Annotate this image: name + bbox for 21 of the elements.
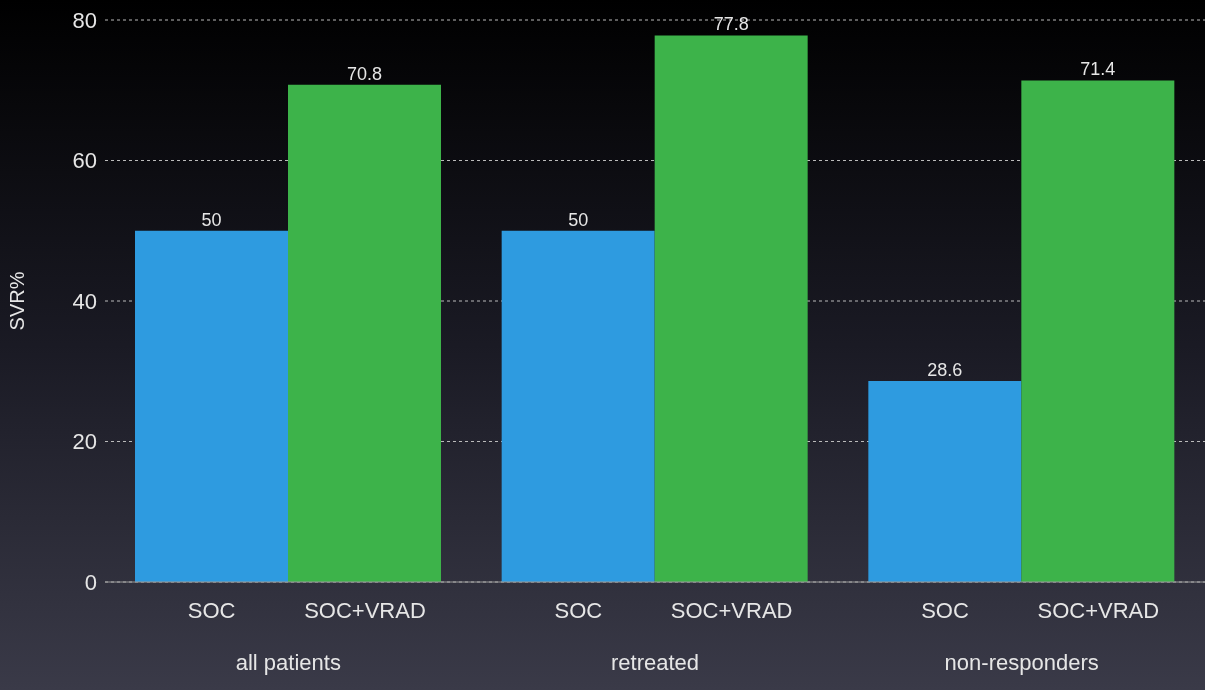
text: SOC xyxy=(921,598,969,623)
series-label: SOC xyxy=(187,598,236,623)
data-label: 71.4 xyxy=(1080,59,1116,80)
x-tick-label: retreated xyxy=(610,650,700,675)
y-tick-label: 80 xyxy=(72,7,97,33)
data-label: 28.6 xyxy=(927,360,963,381)
text: SOC+VRAD xyxy=(1037,598,1160,623)
y-tick-label: 60 xyxy=(72,148,97,174)
text: SOC+VRAD xyxy=(670,598,793,623)
x-tick-label: non-responders xyxy=(944,650,1099,675)
text: SOC xyxy=(554,598,603,623)
series-label: SOC+VRAD xyxy=(304,598,426,623)
data-label: 50 xyxy=(568,209,589,230)
data-label: 50 xyxy=(201,209,222,230)
y-tick-label: 0 xyxy=(84,569,97,595)
y-tick-label: 20 xyxy=(72,429,97,455)
data-label: 77.8 xyxy=(713,14,749,35)
y-axis-title: SVR% xyxy=(6,271,29,331)
y-tick-label: 40 xyxy=(72,288,97,314)
x-tick-label: all patients xyxy=(235,650,341,675)
data-label: 70.8 xyxy=(346,63,383,84)
